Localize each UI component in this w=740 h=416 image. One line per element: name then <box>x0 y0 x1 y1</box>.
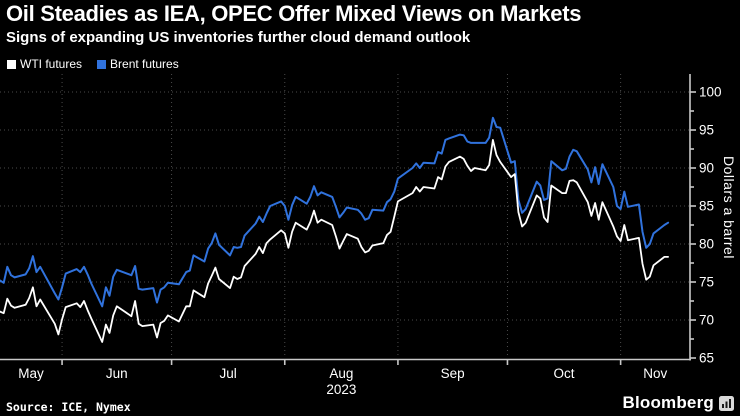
y-tick-label: 65 <box>699 351 714 366</box>
wti-futures-line <box>0 138 669 343</box>
legend-label-brent: Brent futures <box>110 57 179 71</box>
month-label-aug: Aug <box>329 366 353 381</box>
y-tick-label: 85 <box>699 199 714 214</box>
bloomberg-terminal-icon <box>719 395 734 411</box>
y-tick-label: 70 <box>699 313 714 328</box>
y-tick-label: 95 <box>699 123 714 138</box>
brent-futures-line <box>0 116 670 308</box>
month-label-jul: Jul <box>220 366 237 381</box>
year-label: 2023 <box>326 382 356 397</box>
chart-subtitle: Signs of expanding US inventories furthe… <box>6 29 471 46</box>
source-attribution: Source: ICE, Nymex <box>6 400 131 414</box>
y-tick-label: 80 <box>699 237 714 252</box>
bloomberg-logo: Bloomberg <box>622 393 734 413</box>
bloomberg-wordmark: Bloomberg <box>622 393 714 412</box>
y-tick-label: 100 <box>699 85 722 100</box>
month-label-sep: Sep <box>441 366 465 381</box>
legend: WTI futures Brent futures <box>7 57 179 71</box>
chart-title: Oil Steadies as IEA, OPEC Offer Mixed Vi… <box>6 1 582 26</box>
y-tick-label: 75 <box>699 275 714 290</box>
brent-swatch <box>97 59 107 69</box>
legend-item-brent: Brent futures <box>97 57 179 71</box>
y-tick-label: 90 <box>699 161 714 176</box>
month-label-may: May <box>18 366 44 381</box>
legend-item-wti: WTI futures <box>7 57 82 71</box>
month-label-nov: Nov <box>643 366 667 381</box>
wti-swatch <box>7 59 16 69</box>
month-label-jun: Jun <box>106 366 128 381</box>
y-axis-title: Dollars a barrel <box>721 156 737 259</box>
legend-label-wti: WTI futures <box>20 57 83 71</box>
month-label-oct: Oct <box>554 366 575 381</box>
